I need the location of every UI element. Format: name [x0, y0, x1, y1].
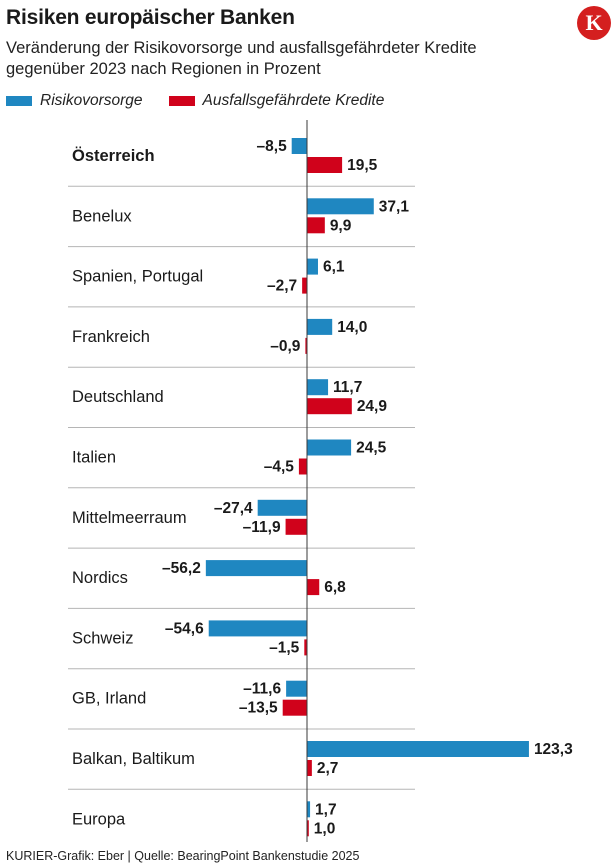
data-label: 11,7	[333, 379, 362, 396]
data-label: –1,5	[269, 639, 300, 656]
data-label: –8,5	[257, 138, 288, 155]
data-label: –56,2	[162, 560, 201, 577]
bar-chart: Österreich –8,5 19,5 Benelux 37,1 9,9 Spanien,…	[68, 120, 573, 842]
bar-kredite	[298, 458, 307, 475]
category-label: Balkan, Baltikum	[72, 750, 195, 768]
data-label: 1,7	[315, 801, 337, 818]
data-label: –27,4	[214, 500, 253, 517]
category-label: Mittelmeerraum	[72, 509, 187, 527]
data-label: –54,6	[165, 620, 204, 637]
legend-label-kredite: Ausfallsgefährdete Kredite	[202, 92, 385, 109]
bar-kredite	[307, 820, 309, 837]
data-label: –11,9	[243, 519, 281, 536]
kurier-logo-icon: K	[577, 6, 611, 40]
bar-kredite	[282, 699, 307, 716]
bar-kredite	[307, 579, 320, 596]
category-label: GB, Irland	[72, 690, 146, 708]
data-label: 24,9	[357, 398, 388, 415]
bar-kredite	[307, 157, 343, 173]
bar-risikovorsorge	[307, 379, 329, 396]
bar-risikovorsorge	[307, 198, 374, 215]
data-label: –11,6	[243, 681, 281, 698]
category-label: Italien	[72, 449, 116, 467]
chart-title: Risiken europäischer Banken	[6, 6, 295, 29]
legend-swatch-red	[168, 96, 195, 106]
data-label: 123,3	[534, 741, 573, 758]
category-label: Nordics	[72, 569, 128, 587]
bar-risikovorsorge	[205, 560, 307, 577]
legend-label-risikovorsorge: Risikovorsorge	[40, 92, 143, 109]
data-label: 37,1	[379, 198, 410, 215]
bar-kredite	[307, 217, 325, 234]
bar-risikovorsorge	[208, 620, 307, 637]
category-label: Benelux	[72, 207, 132, 225]
data-label: 1,0	[314, 820, 336, 837]
data-label: 6,1	[323, 259, 345, 276]
legend-item-risikovorsorge: Risikovorsorge	[6, 92, 143, 110]
data-label: –0,9	[270, 338, 301, 355]
chart-subtitle: Veränderung der Risikovorsorge und ausfa…	[6, 39, 477, 78]
legend: Risikovorsorge Ausfallsgefährdete Kredit…	[6, 92, 410, 110]
bar-kredite	[304, 639, 307, 656]
data-label: –13,5	[239, 700, 278, 717]
bar-risikovorsorge	[257, 499, 307, 516]
data-label: 19,5	[347, 157, 378, 174]
data-label: 9,9	[330, 217, 352, 234]
bar-kredite	[307, 398, 352, 415]
category-label: Frankreich	[72, 328, 150, 346]
legend-item-kredite: Ausfallsgefährdete Kredite	[168, 92, 385, 110]
bar-risikovorsorge	[307, 439, 352, 456]
category-label: Schweiz	[72, 629, 133, 647]
bar-risikovorsorge	[307, 801, 311, 818]
bar-risikovorsorge	[307, 741, 529, 757]
data-label: –4,5	[264, 459, 295, 476]
bar-risikovorsorge	[307, 258, 318, 275]
bar-kredite	[285, 518, 307, 535]
data-label: 14,0	[337, 319, 367, 336]
bar-kredite	[302, 277, 307, 294]
bar-kredite	[305, 337, 307, 354]
legend-swatch-blue	[6, 96, 32, 106]
data-label: 6,8	[324, 579, 346, 596]
bar-risikovorsorge	[291, 138, 307, 154]
bar-kredite	[307, 760, 312, 776]
category-label: Europa	[72, 810, 126, 828]
data-label: 2,7	[317, 760, 339, 777]
category-label: Österreich	[72, 146, 155, 165]
category-label: Spanien, Portugal	[72, 268, 203, 286]
data-label: –2,7	[267, 278, 297, 295]
category-label: Deutschland	[72, 388, 164, 406]
source-footer: KURIER-Grafik: Eber | Quelle: BearingPoi…	[6, 849, 360, 863]
data-label: 24,5	[356, 440, 387, 457]
bar-risikovorsorge	[307, 318, 333, 335]
bar-risikovorsorge	[286, 680, 307, 697]
